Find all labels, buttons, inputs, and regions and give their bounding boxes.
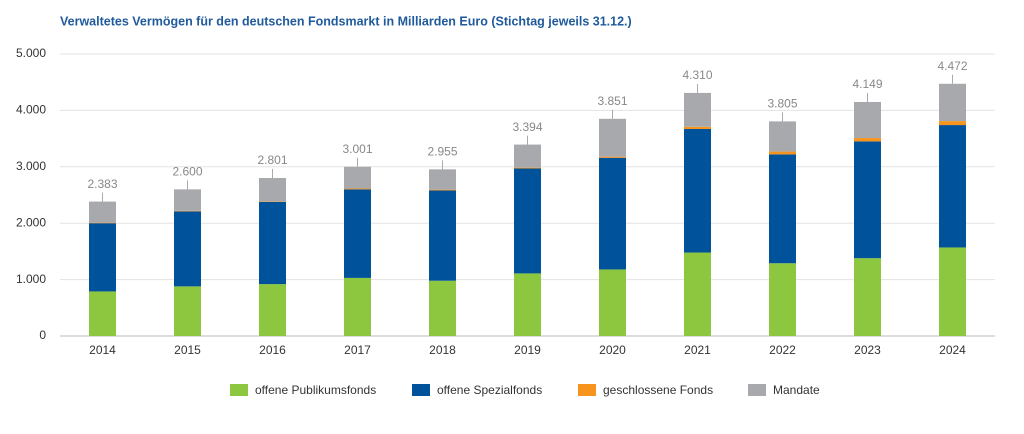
- bar-segment: [344, 166, 371, 189]
- y-tick-label: 1.000: [16, 272, 46, 286]
- legend-label: Mandate: [773, 383, 820, 397]
- chart-title: Verwaltetes Vermögen für den deutschen F…: [60, 14, 632, 28]
- bar-segment: [599, 118, 626, 157]
- total-label: 4.310: [682, 68, 712, 82]
- legend-label: offene Spezialfonds: [437, 383, 542, 397]
- y-tick-label: 3.000: [16, 159, 46, 173]
- bar-segment: [514, 167, 541, 169]
- total-label: 4.149: [852, 77, 882, 91]
- bar-segment: [344, 188, 371, 190]
- x-tick-label: 2018: [429, 343, 456, 357]
- bar-segment: [854, 141, 881, 259]
- y-tick-label: 0: [39, 328, 46, 342]
- bar-segment: [769, 263, 796, 336]
- bar-segment: [259, 178, 286, 202]
- bar-segment: [429, 189, 456, 191]
- bar-segment: [769, 154, 796, 264]
- bar-segment: [344, 189, 371, 278]
- bar-segment: [514, 144, 541, 168]
- total-label: 3.001: [342, 142, 372, 156]
- total-label: 2.801: [257, 153, 287, 167]
- x-tick-label: 2021: [684, 343, 711, 357]
- bar-segment: [939, 121, 966, 126]
- x-tick-label: 2022: [769, 343, 796, 357]
- bar-segment: [344, 277, 371, 336]
- total-label: 3.805: [767, 97, 797, 111]
- y-tick-label: 5.000: [16, 46, 46, 60]
- bar-segment: [854, 258, 881, 336]
- bar-segment: [174, 210, 201, 212]
- x-tick-label: 2017: [344, 343, 371, 357]
- legend-label: offene Publikumsfonds: [255, 383, 376, 397]
- x-tick-label: 2015: [174, 343, 201, 357]
- bar-segment: [684, 126, 711, 130]
- bar-segment: [939, 83, 966, 122]
- bar-segment: [259, 201, 286, 285]
- bar-segment: [89, 291, 116, 336]
- bar-segment: [684, 92, 711, 127]
- legend-swatch: [412, 384, 430, 396]
- bar-segment: [769, 121, 796, 152]
- bar-segment: [429, 190, 456, 281]
- bar-segment: [174, 286, 201, 336]
- bar-segment: [599, 156, 626, 158]
- bar-segment: [939, 247, 966, 336]
- x-tick-label: 2020: [599, 343, 626, 357]
- bar-segment: [259, 284, 286, 336]
- x-tick-label: 2014: [89, 343, 116, 357]
- total-label: 2.600: [172, 165, 202, 179]
- bar-segment: [89, 222, 116, 224]
- bar-segment: [769, 151, 796, 155]
- legend-swatch: [578, 384, 596, 396]
- bar-segment: [514, 273, 541, 336]
- y-tick-label: 2.000: [16, 215, 46, 229]
- bar-segment: [174, 189, 201, 211]
- bar-segment: [89, 223, 116, 292]
- bar-segment: [174, 211, 201, 287]
- y-tick-label: 4.000: [16, 103, 46, 117]
- bar-segment: [854, 138, 881, 142]
- bar-segment: [599, 269, 626, 336]
- total-label: 2.383: [87, 177, 117, 191]
- total-label: 4.472: [937, 59, 967, 73]
- total-label: 2.955: [427, 145, 457, 159]
- legend-swatch: [230, 384, 248, 396]
- x-tick-label: 2016: [259, 343, 286, 357]
- bar-segment: [599, 157, 626, 270]
- total-label: 3.394: [512, 120, 542, 134]
- bar-segment: [429, 169, 456, 190]
- bar-segment: [939, 125, 966, 248]
- bar-segment: [514, 168, 541, 274]
- bar-segment: [684, 129, 711, 253]
- bar-segment: [89, 201, 116, 223]
- x-tick-label: 2023: [854, 343, 881, 357]
- total-label: 3.851: [597, 94, 627, 108]
- bar-segment: [684, 252, 711, 336]
- bar-segment: [854, 101, 881, 139]
- x-tick-label: 2024: [939, 343, 966, 357]
- bar-segment: [259, 201, 286, 202]
- bar-segment: [429, 280, 456, 336]
- legend-label: geschlossene Fonds: [603, 383, 713, 397]
- x-tick-label: 2019: [514, 343, 541, 357]
- legend-swatch: [748, 384, 766, 396]
